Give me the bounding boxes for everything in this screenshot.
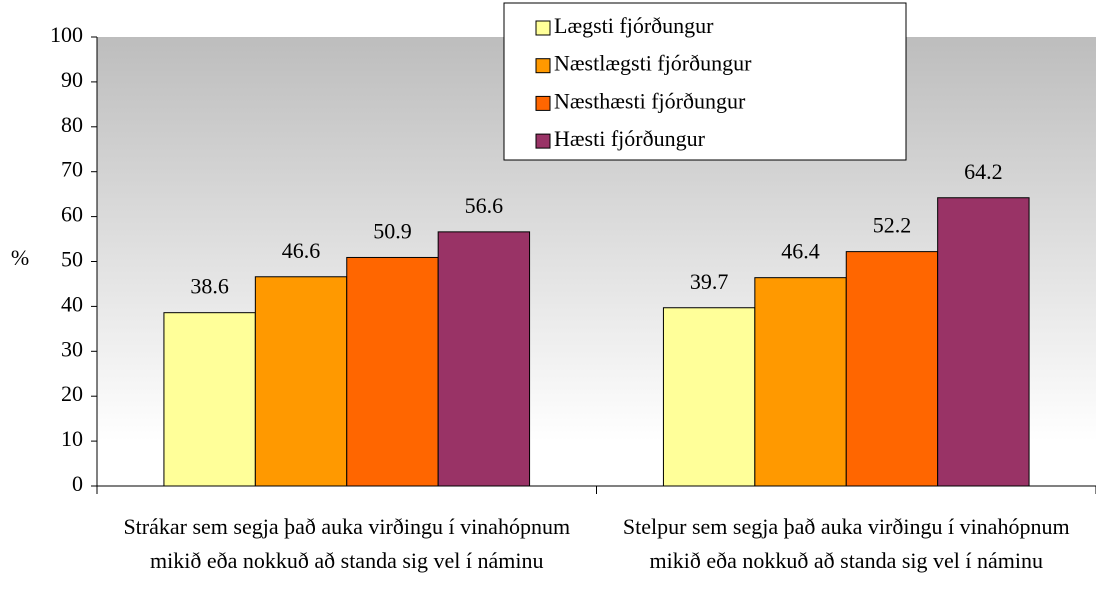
bar [662,307,756,487]
legend-label: Næstlægsti fjórðungur [554,51,752,76]
y-tick-label: 80 [61,112,83,137]
legend-label: Hæsti fjórðungur [554,126,706,151]
legend-swatch [535,133,551,149]
legend-label: Lægsti fjórðungur [554,13,714,38]
y-tick-label: 40 [61,291,83,316]
y-tick-label: 30 [61,336,83,361]
legend-box [503,2,907,161]
legend-swatch [535,20,551,36]
legend-swatch [535,58,551,74]
bar [845,251,939,487]
data-label: 52.2 [873,213,912,238]
bar [163,312,256,487]
y-tick-label: 20 [61,381,83,406]
bar [437,231,531,487]
data-label: 50.9 [373,219,412,244]
y-tick-label: 70 [61,157,83,182]
y-axis-label: % [11,245,29,270]
y-tick-label: 10 [61,426,83,451]
data-label: 56.6 [465,193,504,218]
legend-label: Næsthæsti fjórðungur [554,88,746,113]
data-label: 64.2 [964,159,1003,184]
y-tick-label: 0 [72,471,83,496]
y-tick-label: 90 [61,67,83,92]
y-tick-label: 100 [50,22,83,47]
bar [937,197,1030,487]
data-label: 46.4 [781,239,820,264]
legend-swatch [535,95,551,111]
x-tick-label: Stelpur sem segja það auka virðingu í vi… [622,514,1070,573]
data-label: 46.6 [282,238,321,263]
bar [254,276,348,487]
bar [346,256,439,487]
y-tick-label: 50 [61,247,83,272]
data-label: 39.7 [690,269,729,294]
y-tick-label: 60 [61,202,83,227]
bar [754,277,847,487]
data-label: 38.6 [190,274,229,299]
x-tick-label: Strákar sem segja það auka virðingu í vi… [123,514,571,573]
